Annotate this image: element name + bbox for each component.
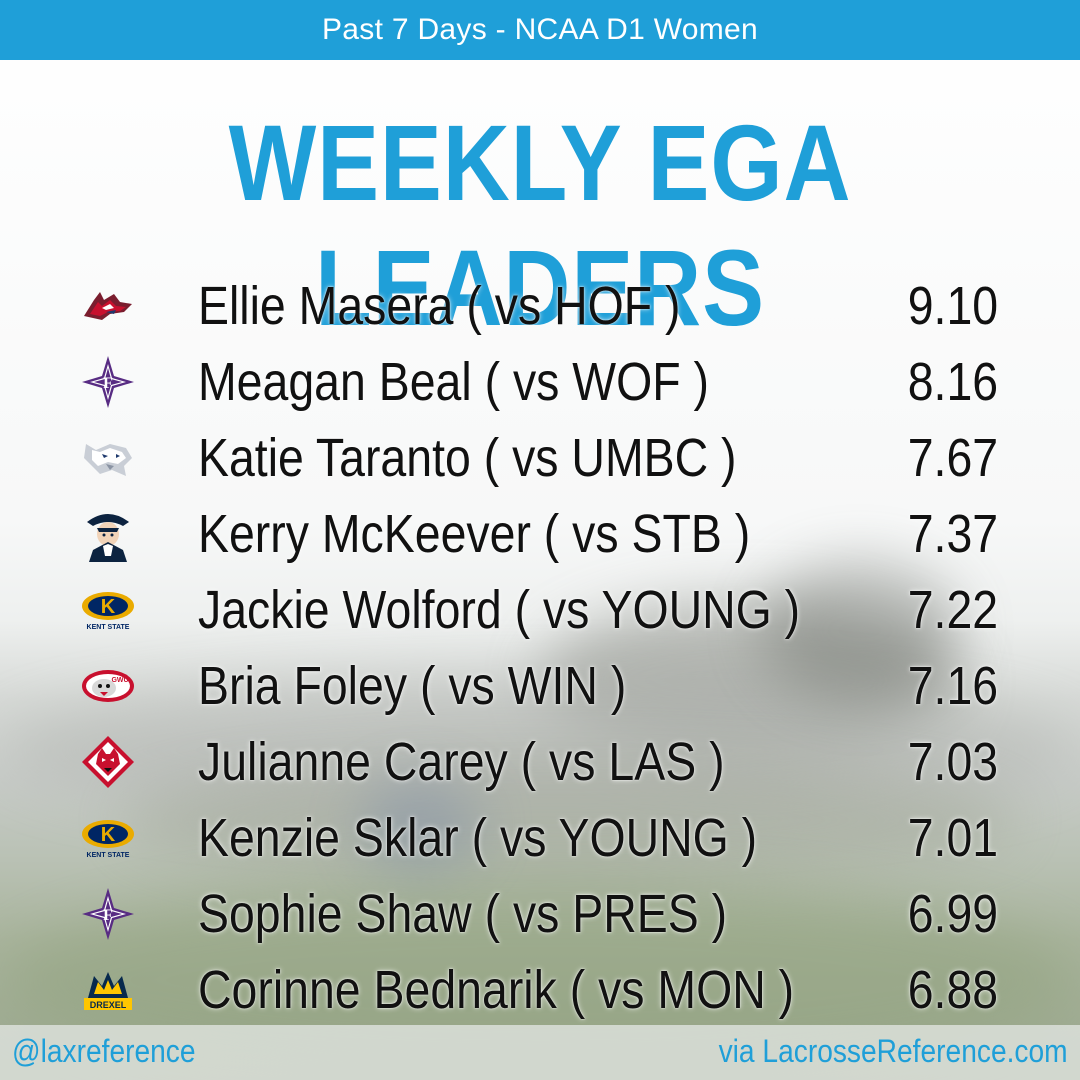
site-credit: via LacrosseReference.com [718,1033,1068,1069]
ega-value: 7.67 [907,428,998,488]
footer-bar [0,1025,1080,1080]
player-name: Julianne Carey ( vs LAS ) [198,732,725,792]
header-text: Past 7 Days - NCAA D1 Women [321,13,759,46]
drexel-logo-icon: DREXEL [80,962,136,1018]
leader-row: DREXEL Corinne Bednarik ( vs MON ) 6.88 [0,952,1080,1028]
leader-row: K KENT STATE Kenzie Sklar ( vs YOUNG ) 7… [0,800,1080,876]
leader-row: Kerry McKeever ( vs STB ) 7.37 [0,496,1080,572]
twitter-handle: @laxreference [12,1033,196,1069]
kent-state-logo-icon: K KENT STATE [80,810,136,866]
wildcat-diamond-logo-icon [80,734,136,790]
header-bar: Past 7 Days - NCAA D1 Women [0,0,1080,60]
leader-row: Ellie Masera ( vs HOF ) 9.10 [0,268,1080,344]
player-name: Kerry McKeever ( vs STB ) [198,504,751,564]
player-name: Kenzie Sklar ( vs YOUNG ) [198,808,758,868]
svg-text:GWU: GWU [111,677,128,684]
svg-text:K: K [101,824,116,846]
player-name: Sophie Shaw ( vs PRES ) [198,884,728,944]
svg-text:DREXEL: DREXEL [90,1000,127,1010]
player-name: Jackie Wolford ( vs YOUNG ) [198,580,801,640]
ega-value: 9.10 [907,276,998,336]
leader-row: F Sophie Shaw ( vs PRES ) 6.99 [0,876,1080,952]
leader-row: Katie Taranto ( vs UMBC ) 7.67 [0,420,1080,496]
svg-text:F: F [103,907,113,924]
leader-row: Julianne Carey ( vs LAS ) 7.03 [0,724,1080,800]
furman-logo-icon: F [80,354,136,410]
leader-row: F Meagan Beal ( vs WOF ) 8.16 [0,344,1080,420]
svg-text:KENT STATE: KENT STATE [87,624,130,631]
kent-state-logo-icon: K KENT STATE [80,582,136,638]
ega-value: 7.37 [907,504,998,564]
player-name: Bria Foley ( vs WIN ) [198,656,627,716]
ega-value: 6.88 [907,960,998,1020]
ega-value: 7.22 [907,580,998,640]
ega-value: 7.03 [907,732,998,792]
ega-value: 7.16 [907,656,998,716]
player-name: Corinne Bednarik ( vs MON ) [198,960,795,1020]
svg-text:F: F [103,375,113,392]
ega-value: 7.01 [907,808,998,868]
player-name: Ellie Masera ( vs HOF ) [198,276,681,336]
svg-text:K: K [101,596,116,618]
leader-row: GWU Bria Foley ( vs WIN ) 7.16 [0,648,1080,724]
seawolf-logo-icon [80,278,136,334]
svg-text:KENT STATE: KENT STATE [87,852,130,859]
bulldog-logo-icon: GWU [80,658,136,714]
wildcat-logo-icon [80,430,136,486]
player-name: Katie Taranto ( vs UMBC ) [198,428,737,488]
leader-row: K KENT STATE Jackie Wolford ( vs YOUNG )… [0,572,1080,648]
player-name: Meagan Beal ( vs WOF ) [198,352,709,412]
page-title: WEEKLY EGA LEADERS [228,102,852,348]
ega-value: 8.16 [907,352,998,412]
ega-value: 6.99 [907,884,998,944]
furman-logo-icon: F [80,886,136,942]
patriot-logo-icon [80,506,136,562]
